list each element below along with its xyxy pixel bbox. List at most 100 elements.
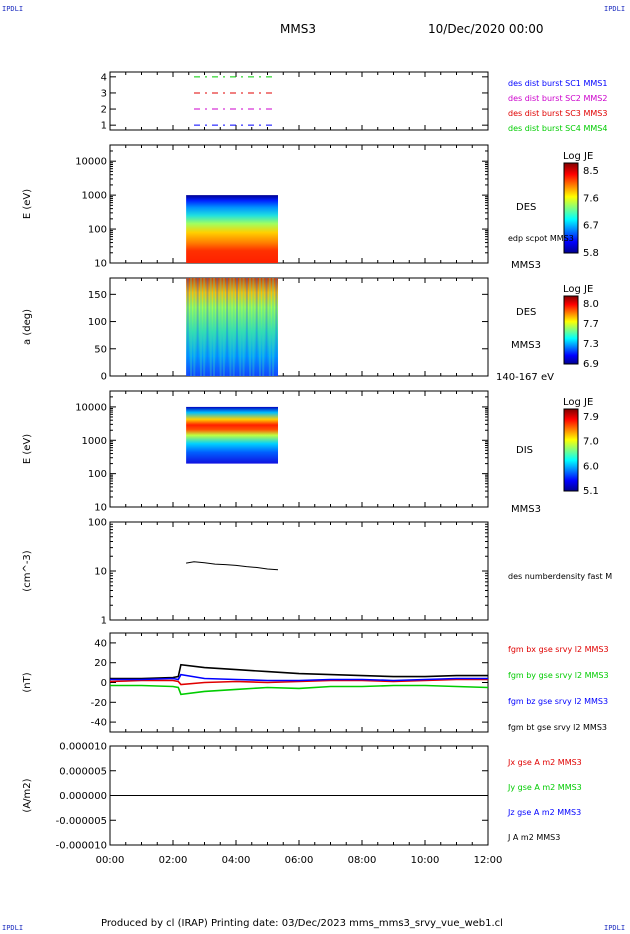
series-line [110, 673, 488, 682]
legend-entry: Jz gse A m2 MMS3 [507, 808, 581, 817]
panel-label: DES [516, 202, 536, 213]
colorbar-tick-label: 6.7 [583, 221, 599, 232]
colorbar [563, 295, 579, 365]
y-tick-label: 100 [88, 317, 107, 328]
spectrogram-3 [186, 406, 278, 464]
colorbar-tick-label: 8.5 [583, 166, 599, 177]
colorbar-title: Log JE [563, 151, 593, 162]
y-tick-label: -0.000010 [56, 841, 107, 852]
corner-logo-tl: IPDLI [2, 5, 24, 13]
legend-entry: des dist burst SC2 MMS2 [508, 94, 607, 103]
y-tick-label: 1000 [82, 191, 107, 202]
x-tick-label: 02:00 [159, 855, 188, 866]
colorbar [563, 408, 579, 492]
x-tick-label: 12:00 [474, 855, 503, 866]
spectrogram-1 [186, 195, 278, 263]
panel-label: MMS3 [511, 260, 541, 271]
colorbar-tick-label: 7.6 [583, 193, 599, 204]
panel-label: MMS3 [511, 504, 541, 515]
colorbar-tick-label: 7.0 [583, 437, 599, 448]
series-line [110, 684, 488, 696]
legend-entry: des numberdensity fast M [508, 572, 612, 581]
legend-entry: J A m2 MMS3 [507, 833, 560, 842]
colorbar-tick-label: 5.1 [583, 486, 599, 497]
legend-entry: fgm bx gse srvy l2 MMS3 [508, 645, 609, 654]
series-line [110, 663, 488, 680]
y-tick-label: 0.000010 [59, 742, 107, 753]
legend-entry: des dist burst SC3 MMS3 [508, 109, 607, 118]
x-tick-label: 04:00 [222, 855, 251, 866]
y-tick-label: 2 [101, 105, 107, 116]
colorbar-tick-label: 8.0 [583, 299, 599, 310]
datetime-title: 10/Dec/2020 00:00 [428, 22, 544, 36]
y-tick-label: 150 [88, 290, 107, 301]
y-tick-label: 100 [88, 225, 107, 236]
panel-label: DIS [516, 445, 533, 456]
corner-logo-bl: IPDLI [2, 924, 24, 932]
legend-entry: fgm by gse srvy l2 MMS3 [508, 671, 609, 680]
y-tick-label: 1000 [82, 436, 107, 447]
corner-logo-br: IPDLI [604, 924, 626, 932]
y-tick-label: -20 [91, 698, 107, 709]
legend-entry: fgm bt gse srvy l2 MMS3 [508, 723, 607, 732]
panel-label: DES [516, 307, 536, 318]
panel-frame [109, 144, 489, 264]
y-tick-label: 3 [101, 88, 107, 99]
y-axis-label: (nT) [22, 672, 33, 692]
y-tick-label: 10 [94, 259, 107, 270]
colorbar-tick-label: 5.8 [583, 248, 599, 259]
y-tick-label: 10000 [75, 402, 107, 413]
colorbar-tick-label: 7.3 [583, 339, 599, 350]
panel-label: MMS3 [511, 340, 541, 351]
y-axis-label: a (deg) [22, 309, 33, 345]
colorbar-title: Log JE [563, 284, 593, 295]
spacecraft-title: MMS3 [280, 22, 316, 36]
y-tick-label: 10000 [75, 157, 107, 168]
y-tick-label: 10 [94, 503, 107, 514]
colorbar-tick-label: 6.0 [583, 461, 599, 472]
corner-logo-tr: IPDLI [604, 5, 626, 13]
legend-entry: fgm bz gse srvy l2 MMS3 [508, 697, 608, 706]
y-tick-label: 50 [94, 344, 107, 355]
y-tick-label: -40 [91, 718, 107, 729]
x-tick-label: 00:00 [96, 855, 125, 866]
legend-entry: Jy gse A m2 MMS3 [507, 783, 582, 792]
panel-label: 140-167 eV [496, 372, 554, 383]
y-tick-label: 0 [101, 372, 107, 383]
legend-entry: des dist burst SC1 MMS1 [508, 79, 607, 88]
colorbar [563, 162, 579, 254]
y-tick-label: 40 [94, 638, 107, 649]
series-line [186, 561, 279, 571]
panel-frame [109, 632, 489, 733]
x-tick-label: 10:00 [411, 855, 440, 866]
y-axis-label: (A/m2) [22, 778, 33, 812]
colorbar-tick-label: 7.7 [583, 319, 599, 330]
colorbar-title: Log JE [563, 397, 593, 408]
y-tick-label: 1 [101, 121, 107, 132]
panel-frame [109, 521, 489, 621]
panel-label: edp scpot MMS3 [508, 234, 574, 243]
series-line [110, 678, 488, 686]
panel-frame [109, 277, 489, 377]
y-tick-label: 1 [101, 616, 107, 627]
x-tick-label: 08:00 [348, 855, 377, 866]
y-tick-label: 4 [101, 72, 107, 83]
y-tick-label: 100 [88, 518, 107, 529]
y-tick-label: 0 [101, 678, 107, 689]
y-tick-label: -0.000005 [56, 816, 107, 827]
y-tick-label: 20 [94, 658, 107, 669]
y-axis-label: (cm^-3) [22, 550, 33, 591]
y-tick-label: 0.000000 [59, 791, 107, 802]
y-tick-label: 10 [94, 567, 107, 578]
colorbar-tick-label: 7.9 [583, 412, 599, 423]
spectrogram-2 [186, 278, 278, 376]
legend-entry: des dist burst SC4 MMS4 [508, 124, 607, 133]
x-tick-label: 06:00 [285, 855, 314, 866]
panel-frame [109, 71, 489, 131]
y-axis-label: E (eV) [22, 434, 33, 464]
y-tick-label: 100 [88, 469, 107, 480]
y-tick-label: 0.000005 [59, 766, 107, 777]
legend-entry: Jx gse A m2 MMS3 [507, 758, 582, 767]
colorbar-tick-label: 6.9 [583, 359, 599, 370]
